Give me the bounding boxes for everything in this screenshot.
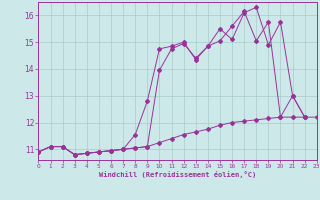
X-axis label: Windchill (Refroidissement éolien,°C): Windchill (Refroidissement éolien,°C): [99, 171, 256, 178]
